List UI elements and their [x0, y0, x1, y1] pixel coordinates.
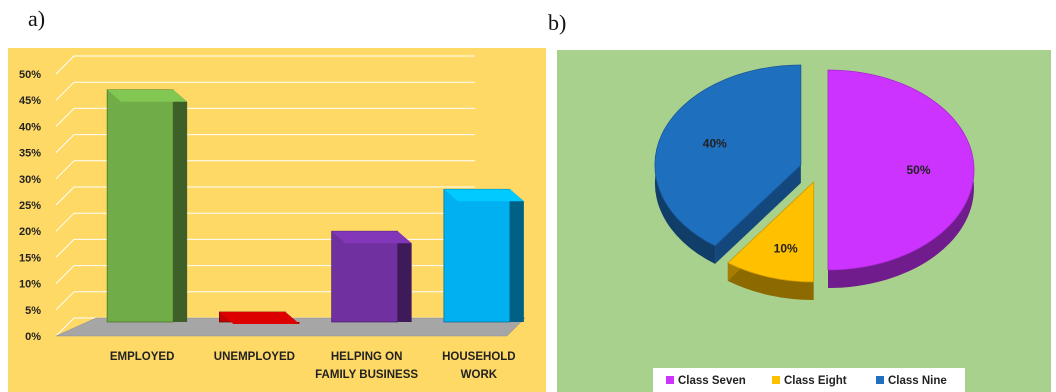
bar-x-tick-label: WORK: [461, 369, 498, 381]
panel-b-label: b): [548, 10, 567, 35]
bar-y-tick-label: 0%: [25, 331, 41, 343]
pie-legend-label: Class Seven: [678, 375, 746, 387]
bar-y-tick-label: 40%: [19, 121, 41, 133]
pie-legend-label: Class Nine: [888, 375, 947, 387]
bar-top: [443, 189, 524, 202]
bar-top: [219, 312, 300, 324]
bar-front: [331, 230, 398, 323]
bar-1: [219, 311, 300, 324]
bar-gridline-slant: [55, 55, 75, 75]
pie-legend: Class Seven Class Eight Class Nine: [653, 368, 965, 392]
bar-gridline-slant: [55, 108, 75, 127]
pie-legend-swatch: [666, 376, 674, 384]
bar-y-tick-label: 15%: [19, 252, 41, 264]
pie-legend-swatch: [876, 376, 884, 384]
bar-gridline-slant: [55, 291, 75, 311]
bar-x-tick-label: UNEMPLOYED: [214, 351, 295, 363]
pie-slices: [654, 64, 975, 283]
pie-legend-label: Class Eight: [784, 375, 847, 387]
bar-front: [106, 89, 174, 323]
bar-0: [106, 89, 188, 323]
bar-side: [509, 189, 524, 322]
bar-x-tick-label: HELPING ON: [331, 351, 403, 363]
bar-gridline-slant: [55, 265, 75, 284]
bar-side: [173, 89, 188, 322]
bar-gridline-slant: [55, 212, 75, 232]
bar-gridline-slant: [55, 239, 75, 258]
pie-slice-wall: [715, 164, 801, 264]
pie-slice-class-nine: [654, 64, 802, 247]
bar-y-tick-label: 20%: [19, 226, 41, 238]
bar-gridline-slant: [55, 160, 75, 180]
pie-slice-class-seven: [827, 69, 975, 271]
bar-y-tick-labels: 0% 5% 10% 15% 20% 25% 30% 35% 40% 45% 50%: [19, 69, 41, 343]
pie-slice-class-eight: [727, 181, 815, 283]
pie-legend-item: Class Eight: [772, 375, 847, 387]
bar-y-tick-label: 45%: [19, 95, 41, 107]
bar-floor: [55, 317, 526, 337]
bar-y-tick-label: 35%: [19, 148, 41, 160]
pie-value-label: 50%: [907, 163, 931, 177]
bar-x-tick-label: EMPLOYED: [110, 351, 175, 363]
pie-legend-box: [653, 368, 965, 392]
bar-y-tick-label: 5%: [25, 305, 41, 317]
bar-front: [443, 188, 511, 323]
pie-value-label: 40%: [703, 136, 727, 150]
bar-marks: [106, 89, 524, 324]
bar-gridline-slant: [55, 186, 75, 206]
bar-x-tick-labels: EMPLOYED UNEMPLOYED HELPING ON FAMILY BUSIN…: [110, 351, 516, 381]
pie-legend-swatch: [772, 376, 780, 384]
bar-top: [107, 89, 188, 102]
bar-x-tick-label: HOUSEHOLD: [442, 351, 515, 363]
bar-floor-plane: [55, 317, 526, 337]
bar-2: [331, 230, 412, 323]
bar-y-tick-label: 30%: [19, 174, 41, 186]
bar-top: [331, 231, 412, 244]
pie-legend-item: Class Seven: [666, 375, 746, 387]
pie-value-labels: 50% 10% 40%: [703, 136, 931, 255]
bar-y-tick-label: 25%: [19, 200, 41, 212]
bar-gridline-slant: [55, 81, 75, 101]
bar-y-tick-label: 50%: [19, 69, 41, 81]
bar-3: [443, 188, 524, 323]
bar-gridline-slant: [55, 134, 75, 153]
bar-side: [397, 231, 412, 322]
pie-legend-item: Class Nine: [876, 375, 947, 387]
pie-value-label: 10%: [774, 242, 798, 256]
panel-a-label: a): [28, 6, 46, 31]
bar-y-tick-label: 10%: [19, 279, 41, 291]
bar-gridline-slant: [55, 317, 75, 337]
bar-x-tick-label: FAMILY BUSINESS: [315, 369, 418, 381]
